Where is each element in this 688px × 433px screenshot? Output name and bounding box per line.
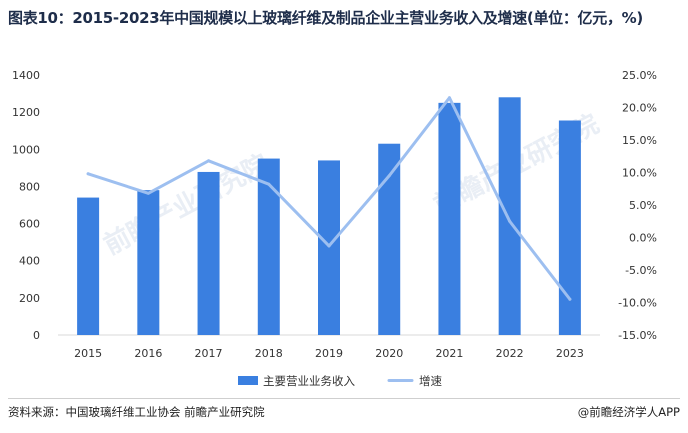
x-axis-tick-label: 2023 bbox=[556, 347, 584, 360]
x-axis-tick-label: 2021 bbox=[435, 347, 463, 360]
growth-point-2020 bbox=[387, 174, 391, 178]
growth-point-2018 bbox=[267, 182, 271, 186]
bar-2023 bbox=[558, 120, 581, 335]
right-axis-tick-label: 25.0% bbox=[622, 69, 657, 82]
left-axis-tick-label: 800 bbox=[19, 180, 40, 193]
x-axis-tick-label: 2016 bbox=[134, 347, 162, 360]
growth-point-2015 bbox=[86, 172, 90, 176]
left-axis-ticks: 0 200 400 600 800 1000 1200 1400 bbox=[12, 69, 40, 342]
right-axis-tick-label: 5.0% bbox=[629, 199, 657, 212]
x-axis-tick-label: 2020 bbox=[375, 347, 403, 360]
left-axis-tick-label: 1200 bbox=[12, 106, 40, 119]
right-axis-tick-label: 20.0% bbox=[622, 102, 657, 115]
chart-title: 图表10：2015-2023年中国规模以上玻璃纤维及制品企业主营业务收入及增速(… bbox=[8, 9, 643, 27]
bar-2018 bbox=[257, 158, 280, 335]
right-axis-tick-label: -5.0% bbox=[625, 264, 657, 277]
growth-point-2021 bbox=[447, 96, 451, 100]
x-axis-tick-label: 2015 bbox=[74, 347, 102, 360]
left-axis-tick-label: 1400 bbox=[12, 69, 40, 82]
bar-series bbox=[77, 97, 581, 336]
right-axis-tick-label: 15.0% bbox=[622, 134, 657, 147]
left-axis-tick-label: 600 bbox=[19, 218, 40, 231]
brand-credit: @前瞻经济学人APP bbox=[578, 405, 680, 419]
growth-point-2022 bbox=[508, 219, 512, 223]
left-axis-tick-label: 0 bbox=[33, 329, 40, 342]
growth-point-2016 bbox=[146, 191, 150, 195]
source-note: 资料来源：中国玻璃纤维工业协会 前瞻产业研究院 bbox=[8, 405, 265, 419]
legend-bar-label: 主要营业业务收入 bbox=[263, 374, 355, 388]
bar-2019 bbox=[318, 160, 340, 335]
growth-point-2017 bbox=[207, 159, 211, 163]
bar-2017 bbox=[197, 171, 220, 335]
right-axis-ticks: -15.0% -10.0% -5.0% 0.0% 5.0% 10.0% 15.0% 20.0%… bbox=[618, 69, 657, 342]
x-axis-tick-label: 2018 bbox=[255, 347, 283, 360]
legend-line-label: 增速 bbox=[419, 374, 442, 388]
x-axis-ticks: 2015 2016 2017 2018 2019 2020 2021 2022 2023 bbox=[74, 347, 584, 360]
bar-2021 bbox=[438, 102, 461, 335]
watermarks: 前瞻产业研究院前瞻产业研究院 bbox=[99, 108, 604, 261]
left-axis-tick-label: 1000 bbox=[12, 143, 40, 156]
right-axis-tick-label: 10.0% bbox=[622, 167, 657, 180]
bar-2015 bbox=[77, 197, 100, 335]
legend-bar-swatch bbox=[238, 376, 258, 385]
left-axis-tick-label: 400 bbox=[19, 255, 40, 268]
right-axis-tick-label: -10.0% bbox=[618, 297, 657, 310]
bar-2022 bbox=[498, 97, 521, 336]
footer-divider bbox=[8, 398, 680, 399]
x-axis-tick-label: 2017 bbox=[195, 347, 223, 360]
right-axis-tick-label: 0.0% bbox=[629, 232, 657, 245]
legend: 主要营业业务收入 增速 bbox=[238, 374, 442, 388]
left-axis-tick-label: 200 bbox=[19, 292, 40, 305]
x-axis-tick-label: 2022 bbox=[496, 347, 524, 360]
watermark-text: 前瞻产业研究院 bbox=[99, 148, 274, 261]
bar-2020 bbox=[378, 143, 401, 335]
line-series bbox=[86, 96, 572, 301]
growth-point-2019 bbox=[327, 244, 331, 248]
x-axis-tick-label: 2019 bbox=[315, 347, 343, 360]
growth-point-2023 bbox=[568, 297, 572, 301]
right-axis-tick-label: -15.0% bbox=[618, 329, 657, 342]
bar-2016 bbox=[137, 190, 160, 335]
